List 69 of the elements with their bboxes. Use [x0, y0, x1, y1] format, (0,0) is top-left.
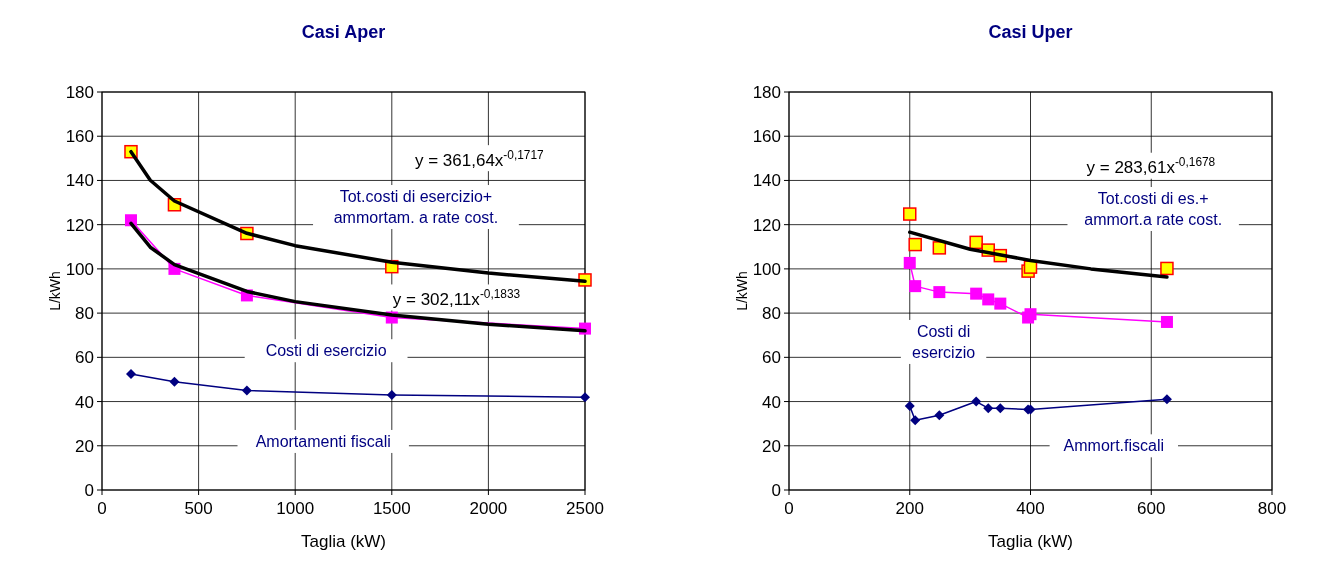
point [910, 415, 921, 426]
annotation: y = 302,11x$^{-0,1833}$ [392, 286, 521, 309]
x-tick-label: 1500 [372, 499, 411, 518]
y-tick-label: 80 [762, 304, 781, 324]
annotation: Amortamenti fiscali [255, 433, 391, 451]
y-tick-label: 80 [75, 304, 94, 324]
point [995, 403, 1006, 414]
y-tick-label: 40 [762, 392, 781, 412]
point [1160, 261, 1174, 276]
y-tick-label: 60 [762, 348, 781, 368]
point [932, 241, 947, 255]
y-tick-label: 60 [75, 348, 94, 368]
point [580, 392, 590, 403]
x-tick-label: 0 [784, 499, 794, 518]
point [169, 376, 180, 387]
x-axis-title: Taglia (kW) [987, 532, 1074, 551]
chart-title: Casi Uper [988, 22, 1073, 42]
x-axis-title: Taglia (kW) [300, 532, 387, 551]
y-tick-label: 120 [752, 215, 781, 235]
chart-title: Casi Aper [301, 22, 386, 42]
point [934, 410, 945, 421]
y-tick-label: 20 [75, 436, 94, 456]
annotation: Tot.costi di esercizio+ ammortam. a rate cost. [333, 188, 499, 227]
point [386, 389, 397, 400]
y-tick-label: 100 [752, 259, 781, 279]
x-tick-label: 2500 [566, 499, 604, 518]
y-tick-label: 120 [65, 215, 94, 235]
point [994, 297, 1007, 310]
point [933, 286, 946, 299]
y-axis-title: L/kWh [734, 271, 750, 311]
annotation: Ammort.fiscali [1063, 437, 1165, 455]
y-tick-label: 140 [65, 171, 94, 191]
point [971, 396, 982, 407]
point [908, 237, 922, 252]
point [125, 368, 136, 379]
y-tick-label: 100 [65, 259, 94, 279]
x-tick-label: 0 [97, 499, 107, 518]
annotation: Costi di esercizio [265, 342, 387, 360]
y-tick-label: 160 [65, 127, 94, 147]
y-axis-title: L/kWh [47, 271, 63, 311]
x-tick-label: 200 [895, 499, 924, 518]
point [970, 287, 983, 300]
annotation: y = 283,61x$^{-0,1678}$ [1086, 155, 1216, 178]
x-tick-label: 800 [1257, 499, 1287, 518]
y-tick-label: 0 [771, 480, 781, 500]
point [904, 400, 915, 411]
y-tick-label: 180 [752, 82, 781, 102]
x-tick-label: 400 [1016, 499, 1045, 518]
y-tick-label: 160 [752, 127, 781, 147]
point [982, 293, 995, 306]
point [1160, 315, 1173, 328]
y-tick-label: 40 [75, 392, 94, 412]
point [903, 256, 916, 269]
point [909, 280, 922, 293]
x-tick-label: 2000 [469, 499, 508, 518]
annotation: Tot.costi di es.+ ammort.a rate cost. [1084, 190, 1223, 229]
x-tick-label: 500 [184, 499, 213, 518]
annotation: y = 361,64x$^{-0,1717}$ [414, 147, 545, 170]
annotation: Costi di esercizio [911, 323, 976, 362]
point [903, 207, 917, 221]
point [1161, 394, 1172, 405]
point [241, 385, 252, 396]
y-tick-label: 20 [762, 436, 781, 456]
point [983, 403, 994, 414]
y-tick-label: 0 [84, 480, 94, 500]
x-tick-label: 600 [1137, 499, 1166, 518]
y-tick-label: 180 [65, 82, 94, 102]
y-tick-label: 140 [752, 171, 781, 191]
x-tick-label: 1000 [276, 499, 315, 518]
